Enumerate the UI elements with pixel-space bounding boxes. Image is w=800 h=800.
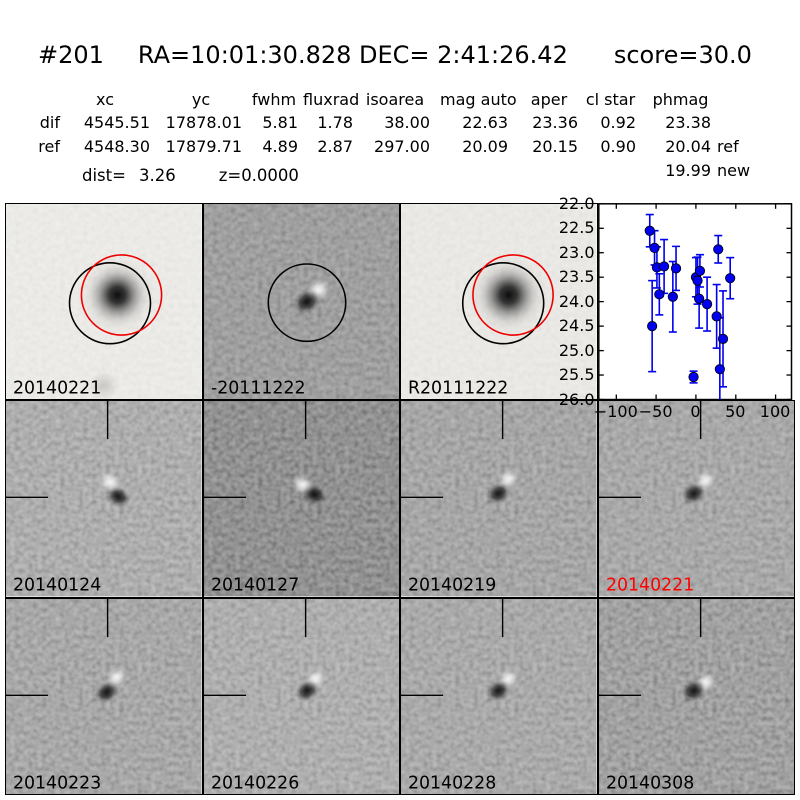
cutout-panel-20140221[interactable]: 20140221 [5,203,203,401]
x-tick-label: 50 [725,402,746,422]
x-tick-label: −100 [593,402,638,422]
extra-mag-suffix: new [717,160,751,180]
column-header-xc: xc [96,90,114,109]
source-blob [478,264,539,326]
cutout-panel-20140308[interactable]: 20140308 [597,597,795,795]
column-header-cl-star: cl star [585,90,636,109]
row-label-dif: dif [39,113,60,132]
table-cell: 38.00 [384,113,430,132]
candidate-id: #201 [38,41,104,69]
x-tick-label: −50 [638,402,673,422]
table-cell: 22.63 [462,113,508,132]
cutout-panel-20140226[interactable]: 20140226 [202,597,400,795]
cutout-panel-20140127[interactable]: 20140127 [202,400,400,598]
panel-date-label: 20140226 [210,773,298,793]
table-cell: 23.36 [532,113,578,132]
table-cell: 17879.71 [165,136,242,156]
panel-date-label: 20140221 [605,576,693,596]
table-cell: 297.00 [374,136,430,156]
column-header-aper: aper [530,90,568,109]
column-header-fwhm: fwhm [251,90,297,109]
column-header-isoarea: isoarea [365,90,425,109]
dipole-residual [95,668,126,703]
aperture-circle [472,254,554,336]
aperture-circle [68,262,152,345]
table-cell: 0.92 [600,113,636,132]
lightcurve-plot[interactable] [597,203,796,401]
table-cell: 20.15 [532,136,578,156]
aperture-circle [80,254,163,336]
score-text: score=30.0 [613,41,752,69]
column-header-mag-auto: mag auto [440,90,517,109]
dist-redshift-line: dist= 3.26 z=0.0000 [82,166,299,185]
dipole-residual [681,472,715,505]
panel-date-label: 20140127 [210,576,298,596]
dipole-residual [681,673,715,702]
dipole-residual [487,470,518,505]
cutout-panel-20140221[interactable]: 20140221 [597,400,795,598]
dipole-residual [292,475,326,505]
y-tick-label: 23.5 [558,267,595,287]
cutout-panel-20140219[interactable]: 20140219 [400,400,598,598]
table-cell: 4548.30 [83,136,150,156]
y-tick-label: 24.5 [558,316,595,336]
dist-label: dist= [82,166,126,185]
row-suffix: ref [717,136,739,156]
cutout-panel-20111222[interactable]: -20111222 [202,203,400,401]
table-cell: 1.78 [317,113,353,132]
panel-date-label: 20140228 [408,773,496,793]
panel-date-label: 20140124 [13,576,101,596]
column-header-fluxrad: fluxrad [303,90,360,109]
cutout-panel-20140228[interactable]: 20140228 [400,597,598,795]
source-blob [88,265,147,325]
dipole-residual [487,670,518,701]
cutout-panel-20140124[interactable]: 20140124 [5,400,203,598]
x-tick-label: 100 [759,402,791,422]
cutout-panel-20140223[interactable]: 20140223 [5,597,203,795]
table-cell: 17878.01 [165,113,242,132]
y-tick-label: 25.5 [558,365,595,385]
table-cell: 23.38 [665,113,711,132]
coordinates-text: RA=10:01:30.828 DEC= 2:41:26.42 [137,41,568,69]
panel-date-label: R20111222 [408,378,508,398]
y-tick-label: 26.0 [558,389,595,409]
table-cell: 5.81 [262,113,298,132]
panel-date-label: -20111222 [210,378,305,398]
dipole-residual [100,473,130,508]
dipole-residual [295,670,325,701]
y-tick-label: 25.0 [558,340,595,360]
panel-date-label: 20140223 [13,773,101,793]
panel-date-label: 20140221 [13,378,101,398]
column-header-yc: yc [191,90,211,109]
y-tick-label: 23.0 [558,242,595,262]
cutout-panel-R20111222[interactable]: R20111222 [400,203,598,401]
panel-date-label: 20140308 [605,773,693,793]
cutout-grid: 20140221 -20111222 R20111222 20140124 201401… [5,203,795,795]
x-tick-label: 0 [690,402,701,422]
panel-date-label: 20140219 [408,576,496,596]
table-cell: 20.04 [665,136,711,156]
table-cell: 2.87 [317,136,353,156]
aperture-circle [461,262,545,345]
figure-title: #201 RA=10:01:30.828 DEC= 2:41:26.42 score… [38,41,752,69]
redshift-value: z=0.0000 [218,166,299,185]
dipole-residual [293,280,329,314]
table-cell: 20.09 [462,136,508,156]
lightcurve-points [644,213,735,400]
table-cell: 0.90 [600,136,636,156]
aperture-circle [267,263,347,343]
faint-smudge [89,370,119,400]
dist-value: 3.26 [138,166,176,185]
column-header-phmag: phmag [652,90,709,109]
table-cell: 4545.51 [83,113,150,132]
extra-mag-value: 19.99 [665,160,711,180]
y-tick-label: 22.5 [558,218,595,238]
y-tick-label: 24.0 [558,291,595,311]
table-cell: 4.89 [262,136,298,156]
y-tick-label: 22.0 [558,193,595,213]
row-label-ref: ref [38,136,60,156]
